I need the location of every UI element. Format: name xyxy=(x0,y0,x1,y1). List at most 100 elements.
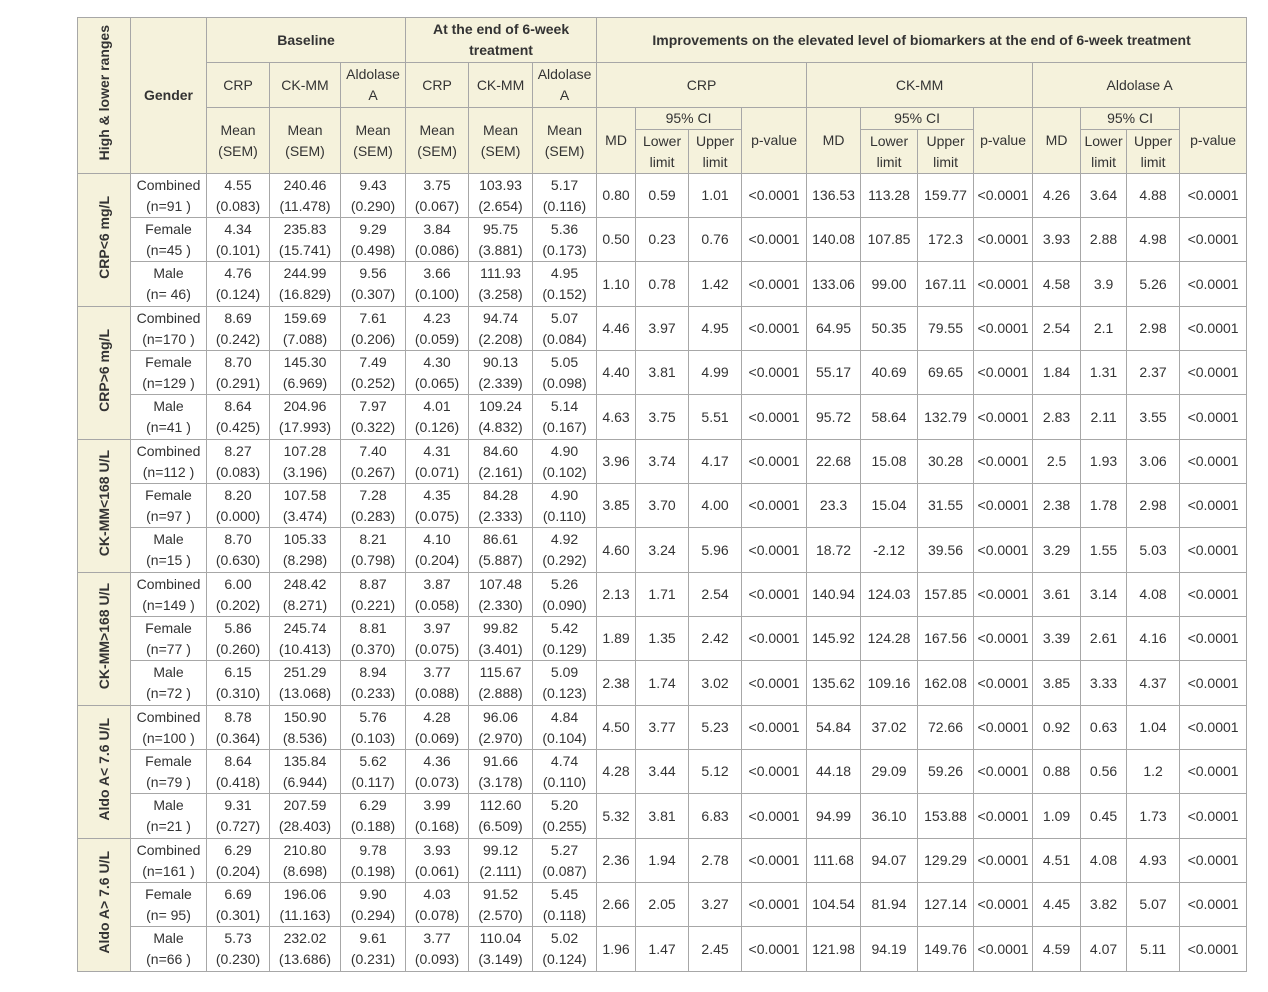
ckmm-upper-cell: 30.28 xyxy=(917,439,975,484)
end-ckmm-sem: (2.161) xyxy=(478,463,523,480)
end-crp-sem: (0.061) xyxy=(414,862,460,879)
baseline-ckmm-sem: (17.993) xyxy=(278,419,332,435)
aldolase-md-cell: 3.93 xyxy=(1032,217,1082,262)
ckmm-pvalue-cell: <0.0001 xyxy=(973,926,1034,972)
baseline-crp-mean: 6.29 xyxy=(224,841,252,858)
end-ckmm-sem: (6.509) xyxy=(478,818,523,834)
crp-upper-cell: 3.27 xyxy=(688,882,743,927)
ckmm-lower-cell: 15.08 xyxy=(860,439,919,484)
crp-lower-cell: 3.74 xyxy=(635,439,690,484)
end-aldolase-sem: (0.118) xyxy=(542,906,587,923)
mean-label: Mean xyxy=(419,121,455,138)
baseline-crp-sem: (0.425) xyxy=(215,419,261,435)
ckmm-upper-cell: 172.3 xyxy=(917,217,975,262)
aldolase-upper-cell: 1.73 xyxy=(1126,793,1181,839)
aldolase-upper-cell: 4.88 xyxy=(1126,173,1181,218)
gender-label: Female xyxy=(145,353,192,370)
crp-pvalue-cell: <0.0001 xyxy=(741,261,808,307)
gender-cell: Combined (n=91 ) xyxy=(130,173,207,218)
gender-cell: Female (n=129 ) xyxy=(130,350,207,395)
crp-pvalue-cell: <0.0001 xyxy=(741,483,808,528)
ckmm-md-cell: 22.68 xyxy=(806,439,862,484)
ckmm-md-cell: 145.92 xyxy=(806,616,862,661)
end-crp-cell: 4.23 (0.059) xyxy=(405,306,470,351)
sem-label: (SEM) xyxy=(218,142,258,159)
end-crp-sem: (0.088) xyxy=(414,685,460,701)
gender-cell: Combined (n=149 ) xyxy=(130,572,207,617)
baseline-ckmm-mean: 245.74 xyxy=(283,619,327,636)
baseline-crp-sem: (0.101) xyxy=(215,241,261,258)
end-ckmm-mean: 112.60 xyxy=(479,797,522,813)
baseline-aldolase-sem: (0.370) xyxy=(350,640,396,657)
aldolase-md-cell: 4.51 xyxy=(1032,838,1082,883)
table-row: Male (n= 46) 4.76 (0.124) 244.99 (16.829) 9.56… xyxy=(78,261,1248,307)
gender-label: Male xyxy=(153,398,184,414)
crp-pvalue-cell: <0.0001 xyxy=(741,793,808,839)
baseline-aldolase-cell: 8.81 (0.370) xyxy=(339,616,407,661)
aldolase-md-cell: 2.83 xyxy=(1032,394,1082,440)
group-label: CRP>6 mg/L xyxy=(95,328,112,412)
aldolase-upper-cell: 5.11 xyxy=(1126,926,1181,972)
aldolase-md-cell: 2.54 xyxy=(1032,306,1082,351)
end-ckmm-cell: 91.66 (3.178) xyxy=(468,749,534,794)
mean-label: Mean xyxy=(287,121,323,138)
end-aldolase-sem: (0.087) xyxy=(542,862,587,879)
baseline-aldolase-mean: 9.78 xyxy=(359,841,387,858)
end-crp-sem: (0.075) xyxy=(414,507,460,524)
end-crp-cell: 4.01 (0.126) xyxy=(405,394,470,440)
end-aldolase-cell: 4.84 (0.104) xyxy=(532,705,598,750)
end-crp-sem: (0.065) xyxy=(414,374,460,391)
crp-upper-cell: 2.78 xyxy=(688,838,743,883)
aldolase-lower-cell: 3.14 xyxy=(1080,572,1128,617)
baseline-aldolase-mean: 9.43 xyxy=(359,176,387,193)
baseline-ckmm-mean: 159.69 xyxy=(283,309,327,326)
header-ranges-label: High & lower ranges xyxy=(95,24,112,161)
end-ckmm-cell: 86.61 (5.887) xyxy=(468,527,534,573)
end-aldolase-cell: 5.05 (0.098) xyxy=(532,350,598,395)
baseline-crp-mean: 9.31 xyxy=(224,797,252,813)
ckmm-lower-cell: 107.85 xyxy=(860,217,919,262)
baseline-ckmm-cell: 150.90 (8.536) xyxy=(269,705,341,750)
end-aldolase-cell: 4.92 (0.292) xyxy=(532,527,598,573)
aldolase-md-cell: 3.29 xyxy=(1032,527,1082,573)
aldolase-lower-cell: 4.08 xyxy=(1080,838,1128,883)
aldolase-md-cell: 2.38 xyxy=(1032,483,1082,528)
header-aldolase-pvalue: p-value xyxy=(1179,107,1248,174)
crp-md-cell: 2.13 xyxy=(596,572,637,617)
crp-upper-cell: 4.99 xyxy=(688,350,743,395)
end-ckmm-cell: 115.67 (2.888) xyxy=(468,660,534,706)
end-ckmm-cell: 112.60 (6.509) xyxy=(468,793,534,839)
end-ckmm-cell: 91.52 (2.570) xyxy=(468,882,534,927)
baseline-crp-cell: 8.70 (0.630) xyxy=(206,527,270,573)
sample-size: (n=97 ) xyxy=(146,507,191,524)
baseline-crp-sem: (0.083) xyxy=(215,463,261,480)
gender-cell: Male (n=15 ) xyxy=(130,527,207,573)
baseline-crp-mean: 8.27 xyxy=(224,442,252,459)
ckmm-lower-cell: 37.02 xyxy=(860,705,919,750)
sample-size: (n=15 ) xyxy=(146,552,191,568)
end-crp-mean: 3.93 xyxy=(423,841,451,858)
end-aldolase-mean: 4.95 xyxy=(550,265,579,281)
group-label: Aldo A> 7.6 U/L xyxy=(95,850,112,954)
crp-upper-cell: 4.95 xyxy=(688,306,743,351)
baseline-ckmm-sem: (28.403) xyxy=(278,818,332,834)
end-ckmm-cell: 99.82 (3.401) xyxy=(468,616,534,661)
sample-size: (n=112 ) xyxy=(142,463,195,480)
end-ckmm-cell: 84.60 (2.161) xyxy=(468,439,534,484)
crp-lower-cell: 3.77 xyxy=(635,705,690,750)
baseline-crp-mean: 5.73 xyxy=(224,930,252,946)
baseline-aldolase-mean: 5.76 xyxy=(359,708,387,725)
group-label: CK-MM>168 U/L xyxy=(95,582,112,690)
baseline-crp-mean: 6.00 xyxy=(224,575,252,592)
baseline-crp-cell: 8.64 (0.425) xyxy=(206,394,270,440)
sample-size: (n=21 ) xyxy=(146,818,191,834)
aldolase-upper-cell: 5.03 xyxy=(1126,527,1181,573)
end-crp-sem: (0.100) xyxy=(414,286,460,302)
end-crp-sem: (0.093) xyxy=(414,951,460,967)
gender-cell: Male (n= 46) xyxy=(130,261,207,307)
aldolase-pvalue-cell: <0.0001 xyxy=(1179,572,1248,617)
baseline-ckmm-sem: (3.196) xyxy=(282,463,328,480)
end-aldolase-cell: 5.09 (0.123) xyxy=(532,660,598,706)
baseline-crp-mean: 6.69 xyxy=(224,885,252,902)
baseline-crp-cell: 9.31 (0.727) xyxy=(206,793,270,839)
